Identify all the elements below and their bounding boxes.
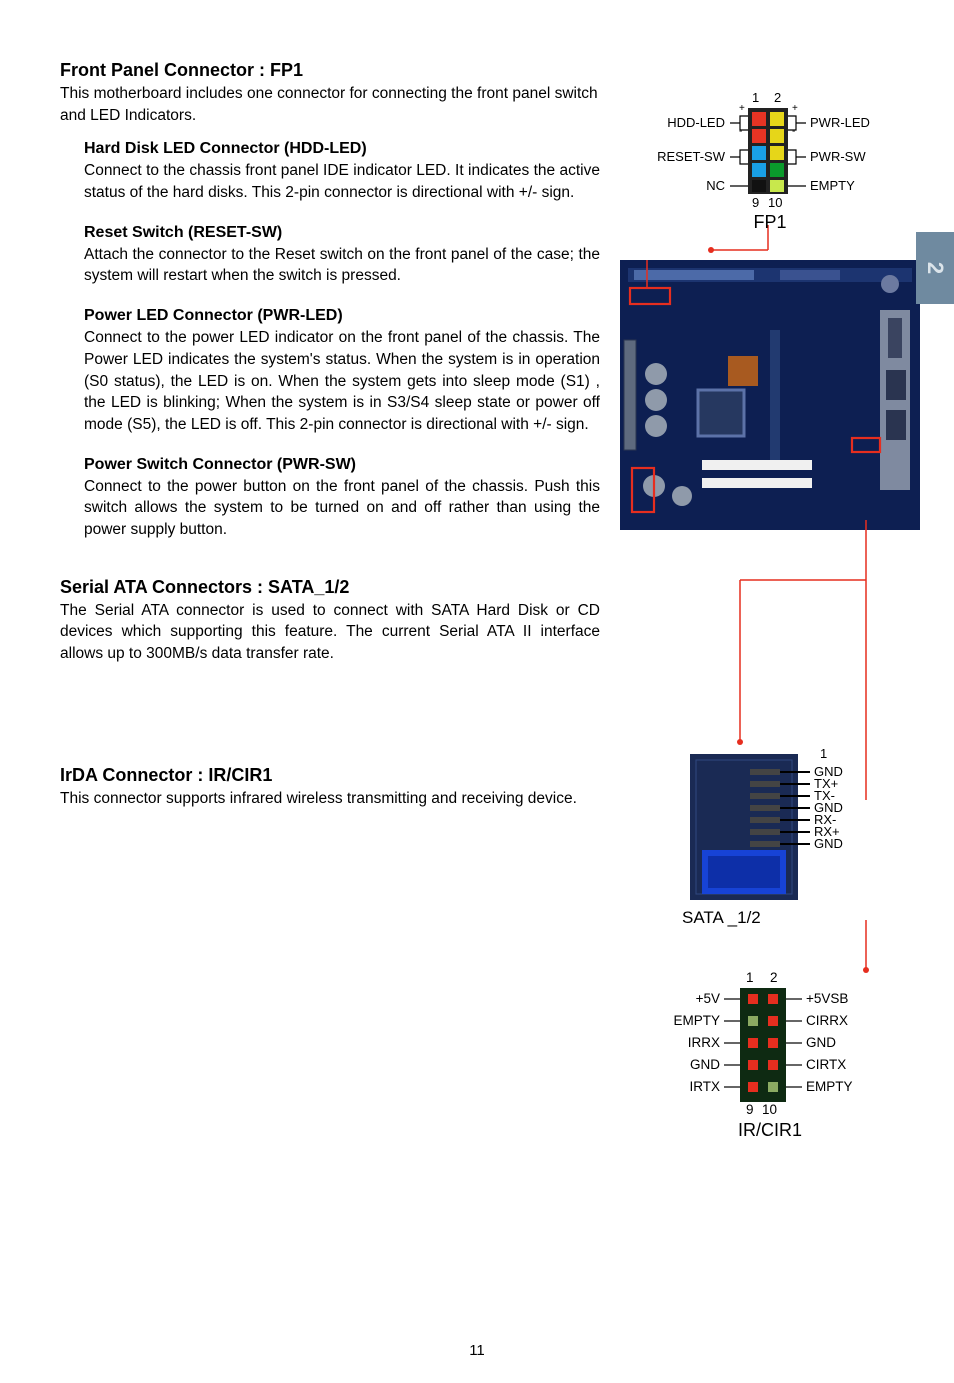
ir-gnd-l: GND (690, 1057, 720, 1072)
diagram-column: 1 2 9 10 + - + - HDD-LED RESET-SW NC PWR… (610, 90, 930, 1150)
reset-body: Attach the connector to the Reset switch… (84, 244, 600, 287)
hdd-led-title: Hard Disk LED Connector (HDD-LED) (84, 140, 600, 158)
ir-cirtx: CIRTX (806, 1057, 846, 1072)
fp1-plus-l: + (739, 103, 745, 114)
fp1-minus-l: - (739, 126, 742, 137)
fp1-caption: FP1 (640, 212, 900, 233)
page-number: 11 (0, 1342, 954, 1359)
ir-pin-10: 10 (762, 1102, 777, 1117)
chapter-tab-number: 2 (922, 262, 948, 274)
ir-pin-9: 9 (746, 1102, 754, 1117)
ir-empty-l: EMPTY (673, 1013, 720, 1028)
sata-diagram: 1 GND TX+ TX- GND RX- RX+ GND SATA _1/2 (630, 750, 910, 910)
fp1-pwr-sw-label: PWR-SW (810, 149, 866, 164)
hdd-led-section: Hard Disk LED Connector (HDD-LED) Connec… (84, 140, 600, 203)
ir-5vsb: +5VSB (806, 991, 848, 1006)
chapter-tab: 2 (916, 232, 954, 304)
motherboard-image (620, 260, 920, 530)
sata-svg (630, 750, 910, 910)
sata-gnd3: GND (814, 836, 843, 851)
ir-pin-2: 2 (770, 970, 778, 985)
ir-irrx: IRRX (688, 1035, 720, 1050)
fp1-reset-label: RESET-SW (657, 149, 725, 164)
fp1-plus-r: + (792, 103, 798, 114)
irda-title: IrDA Connector : IR/CIR1 (60, 765, 600, 786)
ir-empty-r: EMPTY (806, 1079, 853, 1094)
pwr-sw-section: Power Switch Connector (PWR-SW) Connect … (84, 456, 600, 541)
fp1-empty-label: EMPTY (810, 178, 855, 193)
motherboard-svg (620, 260, 920, 530)
sata-pin1: 1 (820, 746, 827, 761)
ir-gnd-r: GND (806, 1035, 836, 1050)
reset-section: Reset Switch (RESET-SW) Attach the conne… (84, 224, 600, 287)
fp1-diagram: 1 2 9 10 + - + - HDD-LED RESET-SW NC PWR… (640, 90, 900, 250)
reset-title: Reset Switch (RESET-SW) (84, 224, 600, 242)
ir-diagram: 1 2 9 10 +5V EMPTY IRRX GND IRTX +5VSB C… (630, 970, 910, 1150)
ir-irtx: IRTX (689, 1079, 720, 1094)
fp1-pin-2: 2 (774, 90, 781, 105)
pwr-sw-body: Connect to the power button on the front… (84, 476, 600, 541)
main-text-column: Front Panel Connector : FP1 This motherb… (60, 60, 600, 831)
fp1-pin-9: 9 (752, 195, 759, 210)
fp1-hdd-led-label: HDD-LED (667, 115, 725, 130)
pwr-sw-title: Power Switch Connector (PWR-SW) (84, 456, 600, 474)
sata-body: The Serial ATA connector is used to conn… (60, 600, 600, 665)
fp1-pin-1: 1 (752, 90, 759, 105)
fp1-pin-10: 10 (768, 195, 782, 210)
fp1-intro: This motherboard includes one connector … (60, 83, 600, 126)
ir-caption: IR/CIR1 (630, 1120, 910, 1141)
fp1-nc-label: NC (706, 178, 725, 193)
pwr-led-body: Connect to the power LED indicator on th… (84, 327, 600, 435)
pwr-led-title: Power LED Connector (PWR-LED) (84, 307, 600, 325)
irda-body: This connector supports infrared wireles… (60, 788, 600, 810)
fp1-pwr-led-label: PWR-LED (810, 115, 870, 130)
ir-cirrx: CIRRX (806, 1013, 848, 1028)
ir-5v: +5V (696, 991, 720, 1006)
fp1-title: Front Panel Connector : FP1 (60, 60, 600, 81)
fp1-minus-r: - (792, 126, 795, 137)
hdd-led-body: Connect to the chassis front panel IDE i… (84, 160, 600, 203)
ir-pin-1: 1 (746, 970, 754, 985)
pwr-led-section: Power LED Connector (PWR-LED) Connect to… (84, 307, 600, 435)
sata-title: Serial ATA Connectors : SATA_1/2 (60, 577, 600, 598)
